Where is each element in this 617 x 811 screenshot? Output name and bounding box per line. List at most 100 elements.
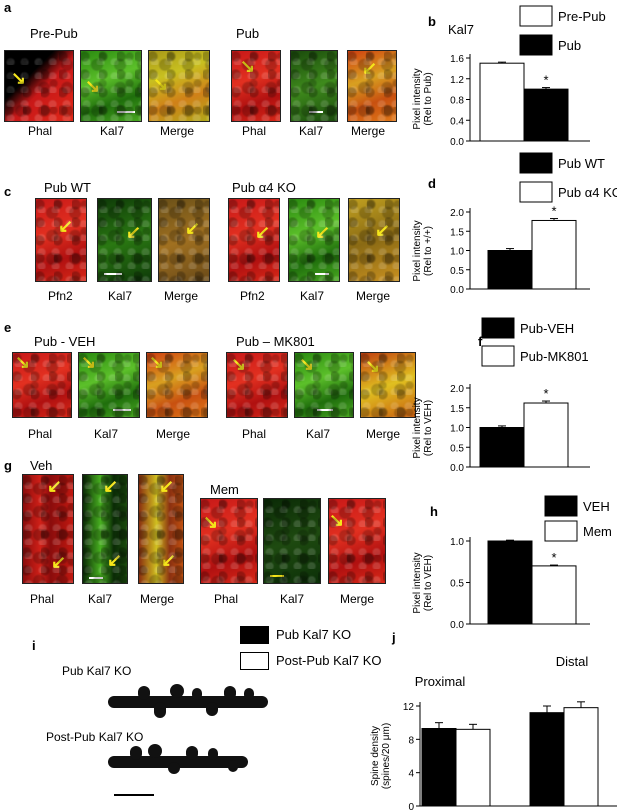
y-axis-label-line: Pixel intensity — [412, 68, 423, 129]
legend-label: Pub WT — [558, 156, 605, 171]
legend-swatch — [519, 5, 553, 27]
tile-label: Pfn2 — [240, 289, 265, 303]
legend-label: Pub-MK801 — [520, 349, 589, 364]
significance-star: * — [543, 73, 548, 88]
y-tick-label: 1.2 — [450, 75, 464, 86]
tile-label: Kal7 — [299, 124, 324, 138]
legend-label: Mem — [583, 524, 612, 539]
y-axis-label-line: Spine density — [370, 726, 381, 786]
tile-label: Kal7 — [280, 592, 305, 606]
scale-bar — [114, 794, 154, 796]
tile-label: Phal — [28, 124, 53, 138]
image-e-veh-merge: ↘ — [146, 352, 208, 418]
legend-swatch — [544, 495, 578, 517]
significance-star: * — [543, 386, 548, 401]
image-a-prepub-kal7: ↘ — [80, 50, 142, 122]
image-c-ko-merge: ↙ — [348, 198, 400, 282]
y-axis-label-line: (spines/20 μm) — [381, 723, 392, 789]
image-e-mk801-phal: ↘ — [226, 352, 288, 418]
category-label: Distal — [556, 654, 589, 669]
bar-b — [523, 88, 569, 142]
image-g-veh-merge: ↙ ↙ — [138, 474, 184, 584]
y-tick-label: 0.0 — [450, 620, 464, 631]
y-axis-label: Pixel intensity(Rel to +/+) — [412, 220, 434, 281]
image-e-mk801-kal7: ↘ — [294, 352, 354, 418]
tile-label: Pfn2 — [48, 289, 73, 303]
panel-g-group2-title: Mem — [210, 482, 239, 497]
panel-i-row2-label: Post-Pub Kal7 KO — [46, 730, 144, 744]
y-tick-label: 0.0 — [450, 463, 464, 474]
legend-label: Pre-Pub — [558, 9, 606, 24]
panel-g-label: g — [4, 458, 12, 473]
image-g-veh-phal: ↙ ↙ — [22, 474, 74, 584]
legend-label: Pub Kal7 KO — [276, 627, 352, 642]
y-tick-label: 1.0 — [450, 247, 464, 258]
tile-label: Phal — [28, 427, 53, 441]
tile-label: Kal7 — [94, 427, 119, 441]
y-axis-label-line: Pixel intensity — [412, 397, 423, 458]
y-axis-label-line: Pixel intensity — [412, 220, 423, 281]
y-axis-label: Spine density(spines/20 μm) — [370, 723, 392, 789]
y-axis-label-line: (Rel to VEH) — [423, 400, 434, 456]
tile-label: Phal — [214, 592, 239, 606]
image-g-mem-phal: ↘ — [200, 498, 258, 584]
y-tick-label: 1.6 — [450, 54, 464, 65]
image-a-pub-phal: ↘ — [231, 50, 281, 122]
legend-label: VEH — [583, 499, 610, 514]
y-tick-label: 12 — [403, 702, 415, 713]
y-tick-label: 2.0 — [450, 384, 464, 395]
image-a-prepub-phal: ↘ — [4, 50, 74, 122]
image-a-pub-merge: ↙ — [347, 50, 397, 122]
legend-swatch — [519, 34, 553, 56]
panel-i-label: i — [32, 638, 36, 653]
y-tick-label: 0 — [408, 802, 414, 811]
image-e-veh-phal: ↘ — [12, 352, 72, 418]
legend-label: Pub — [558, 38, 581, 53]
y-tick-label: 0.5 — [450, 443, 464, 454]
y-tick-label: 0.5 — [450, 266, 464, 277]
chart-j-panel-label: j — [391, 630, 396, 645]
panel-c-group2-title: Pub α4 KO — [232, 180, 296, 195]
image-c-wt-pfn2: ↙ — [35, 198, 87, 282]
panel-g-group1-title: Veh — [30, 458, 53, 473]
y-tick-label: 0.5 — [450, 579, 464, 590]
chart-b-title: Kal7 — [448, 22, 474, 37]
legend-swatch — [481, 345, 515, 367]
bar-j — [529, 712, 565, 807]
dendrite-postpub-kal7ko — [108, 744, 250, 774]
y-tick-label: 0.0 — [450, 137, 464, 148]
image-g-mem-merge: ↘ — [328, 498, 386, 584]
tile-label: Merge — [164, 289, 199, 303]
panel-c-label: c — [4, 184, 12, 199]
y-tick-label: 0.0 — [450, 285, 464, 296]
y-axis-label: Pixel intensity(Rel to VEH) — [412, 397, 434, 458]
image-c-ko-kal7: ↙ — [288, 198, 340, 282]
tile-label: Kal7 — [100, 124, 125, 138]
significance-star: * — [551, 204, 556, 219]
tile-label: Kal7 — [300, 289, 325, 303]
bar-f — [479, 427, 525, 468]
chart-f-panel-label: f — [478, 334, 483, 349]
bar-d — [531, 219, 577, 290]
bar-f — [523, 402, 569, 468]
y-axis-label-line: Pixel intensity — [412, 552, 423, 613]
y-tick-label: 0.4 — [450, 116, 464, 127]
bar-d — [487, 250, 533, 290]
y-axis-label-line: (Rel to VEH) — [423, 555, 434, 611]
legend-swatch — [519, 152, 553, 174]
legend-swatch — [481, 317, 515, 339]
category-label: Proximal — [415, 674, 466, 689]
y-axis-label: Pixel intensity(Rel to VEH) — [412, 552, 434, 613]
y-tick-label: 2.0 — [450, 208, 464, 219]
image-c-ko-pfn2: ↙ — [228, 198, 280, 282]
panel-i-row1-label: Pub Kal7 KO — [62, 664, 132, 678]
tile-label: Phal — [242, 124, 267, 138]
image-g-mem-kal7 — [263, 498, 321, 584]
bar-h — [487, 540, 533, 625]
tile-label: Merge — [140, 592, 175, 606]
legend-swatch-postpub-kal7ko — [240, 652, 269, 670]
y-tick-label: 8 — [408, 735, 414, 746]
y-axis-label-line: (Rel to Pub) — [423, 72, 434, 125]
legend-swatch — [519, 181, 553, 203]
